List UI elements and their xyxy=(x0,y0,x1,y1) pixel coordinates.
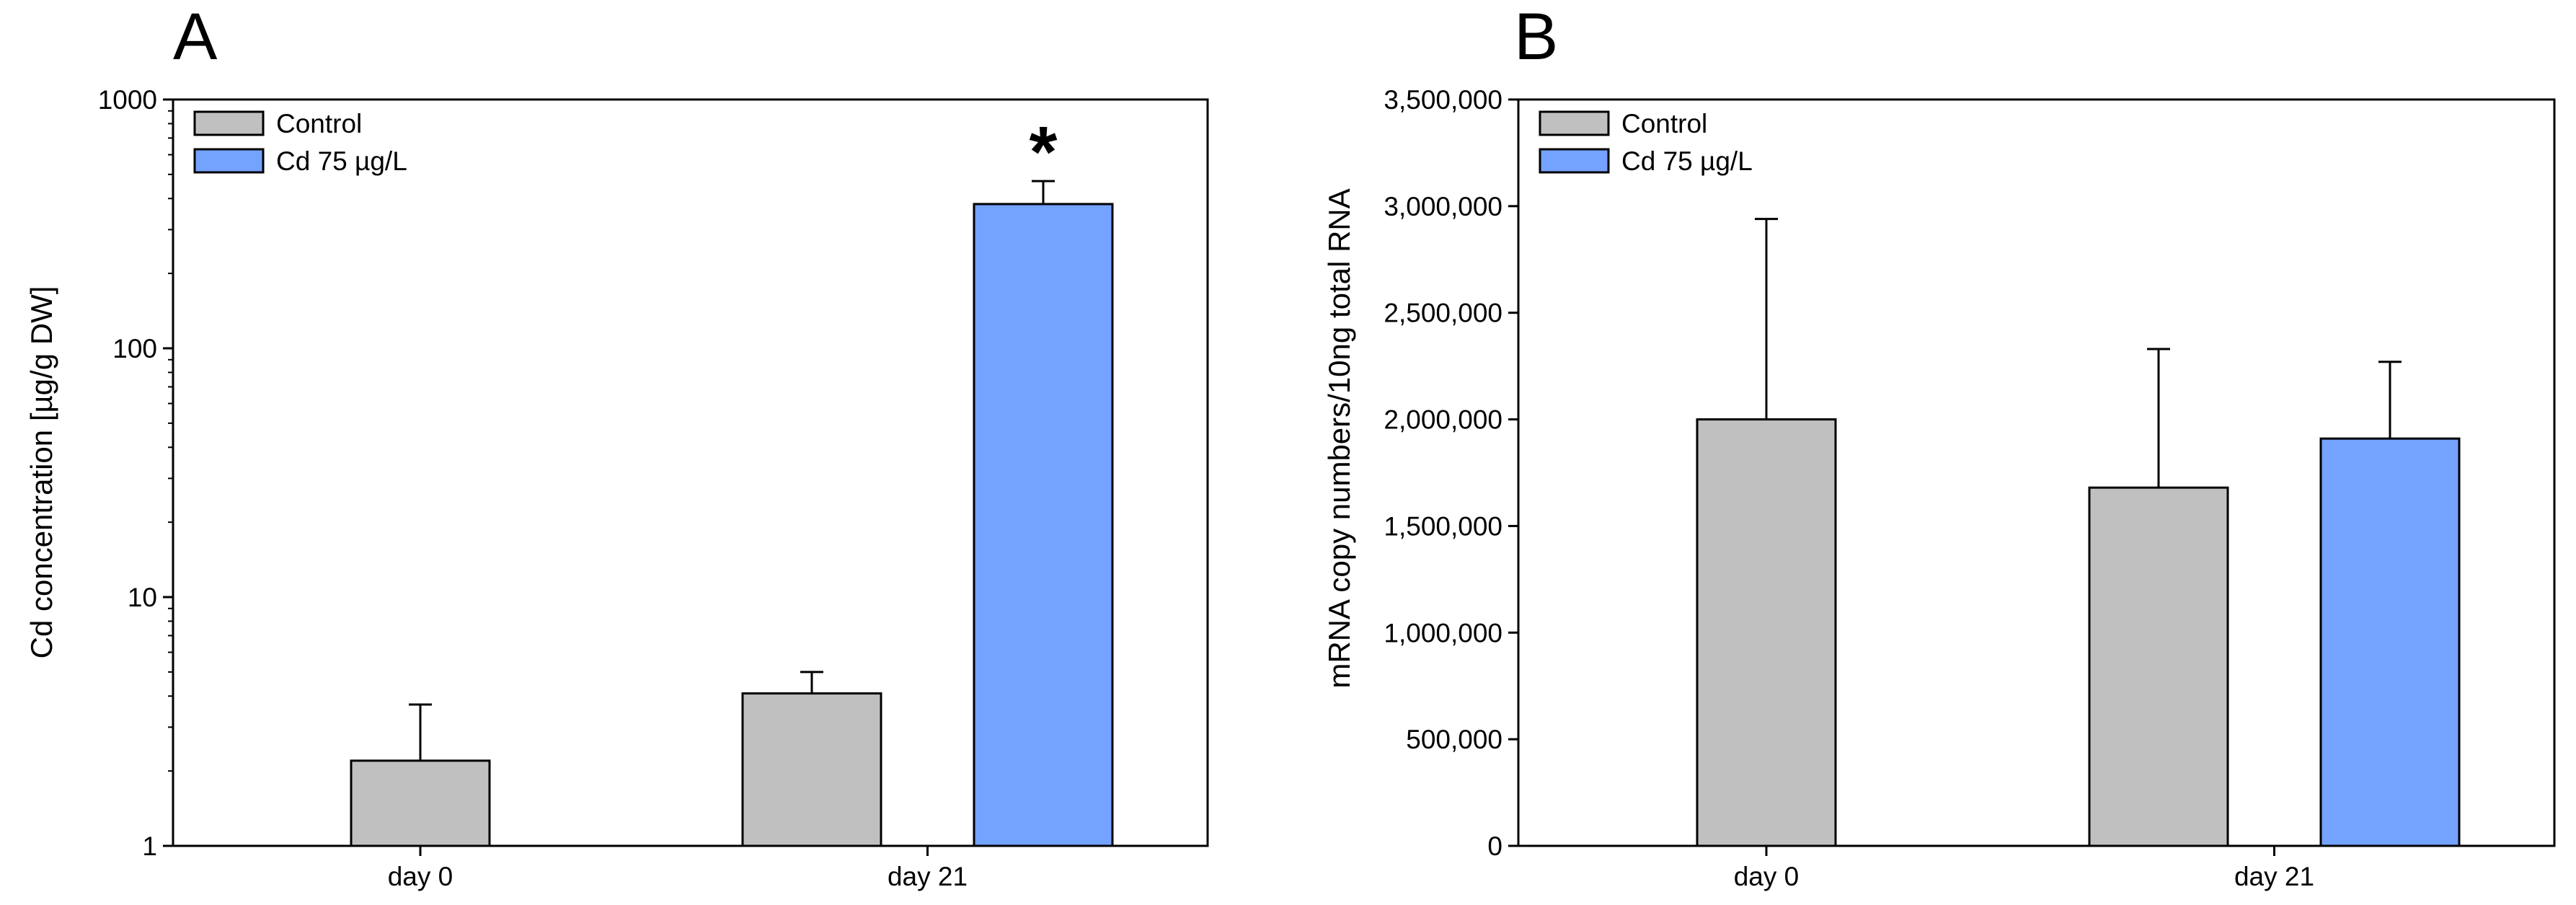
panel-a-y-axis: 1 10 100 1000 xyxy=(98,85,173,861)
y-tick-label: 3,000,000 xyxy=(1384,192,1502,221)
bar-cd75-day-21 xyxy=(2319,437,2461,847)
x-tick-label: day 21 xyxy=(888,862,968,891)
x-tick-label: day 21 xyxy=(2234,862,2314,891)
panel-b-x-axis: day 0 day 21 xyxy=(1734,846,2314,891)
panel-a-plot-frame xyxy=(172,98,1209,847)
panel-a-y-axis-label: Cd concentration [µg/g DW] xyxy=(25,286,58,659)
legend-label-cd75: Cd 75 µg/L xyxy=(276,146,407,176)
legend-label-control: Control xyxy=(276,109,362,138)
y-tick-label: 2,500,000 xyxy=(1384,299,1502,328)
panel-b-y-axis: 0 500,000 1,000,000 1,500,000 2,000,000 2,500… xyxy=(1384,85,1518,861)
legend-swatch-cd75 xyxy=(1539,148,1610,174)
y-tick-label: 10 xyxy=(128,583,157,612)
legend-swatch-control xyxy=(193,110,265,136)
x-tick-label: day 0 xyxy=(1734,862,1800,891)
y-tick-label: 2,000,000 xyxy=(1384,405,1502,435)
legend-swatch-cd75 xyxy=(193,148,265,174)
y-tick-label: 500,000 xyxy=(1406,725,1502,754)
panel-a: A 1 10 100 1000 day 0 day 21 Cd concentratio… xyxy=(25,0,1209,891)
y-tick-label: 0 xyxy=(1487,831,1502,861)
x-tick-label: day 0 xyxy=(388,862,453,891)
panel-b-bars xyxy=(1696,218,2461,847)
panel-b-plot-frame xyxy=(1517,98,2556,847)
y-tick-label: 100 xyxy=(112,334,157,363)
legend-label-control: Control xyxy=(1621,109,1707,138)
panel-b: B 0 500,000 1,000,000 1,500,000 2,000,000 2,5… xyxy=(1322,0,2556,891)
panel-a-x-axis: day 0 day 21 xyxy=(388,846,968,891)
panel-b-legend: Control Cd 75 µg/L xyxy=(1539,109,1753,176)
bar-control-day-21 xyxy=(2088,486,2229,847)
bar-control-day-0 xyxy=(350,759,491,847)
panel-a-label: A xyxy=(173,0,218,74)
y-tick-label: 1 xyxy=(142,831,157,861)
panel-a-significance-star: * xyxy=(1030,112,1058,193)
y-tick-label: 1000 xyxy=(98,85,157,115)
bar-cd75-day-21 xyxy=(973,203,1114,847)
legend-swatch-control xyxy=(1539,110,1610,136)
bar-control-day-0 xyxy=(1696,418,1837,847)
panel-a-bars xyxy=(350,180,1114,847)
y-tick-label: 1,500,000 xyxy=(1384,511,1502,541)
panel-a-legend: Control Cd 75 µg/L xyxy=(193,109,407,176)
y-tick-label: 3,500,000 xyxy=(1384,85,1502,115)
bar-control-day-21 xyxy=(741,692,882,847)
y-tick-label: 1,000,000 xyxy=(1384,618,1502,648)
panel-b-label: B xyxy=(1514,0,1558,74)
legend-label-cd75: Cd 75 µg/L xyxy=(1621,146,1753,176)
panel-b-y-axis-label: mRNA copy numbers/10ng total RNA xyxy=(1322,188,1356,688)
